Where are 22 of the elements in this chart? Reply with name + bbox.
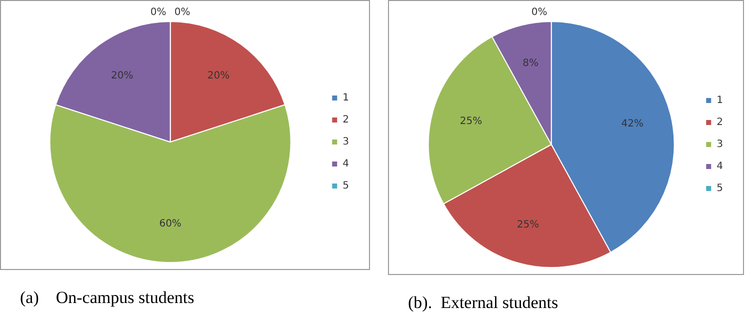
data-label: 8%: [522, 58, 538, 70]
text: (b). External students: [408, 293, 558, 313]
text: (a) On-campus students: [20, 288, 194, 308]
legend-label: 3: [716, 139, 724, 150]
text: 0%: [531, 7, 548, 18]
legend-label: 1: [716, 95, 724, 106]
legend-label: 5: [716, 183, 724, 194]
legend-label: 3: [342, 136, 350, 148]
data-label: 20%: [207, 70, 230, 82]
data-label: 20%: [111, 70, 134, 82]
data-label: 25%: [460, 116, 482, 127]
text: 0%: [150, 7, 166, 18]
legend-label: 1: [342, 92, 350, 104]
legend-label: 4: [716, 161, 724, 172]
legend-label: 2: [342, 114, 350, 126]
data-label: 42%: [621, 118, 644, 130]
data-label: 25%: [516, 219, 540, 230]
data-label: 60%: [159, 218, 182, 230]
legend-label: 4: [342, 158, 350, 170]
legend-label: 2: [716, 117, 724, 128]
text: 0%: [174, 7, 190, 18]
legend-label: 5: [342, 180, 350, 192]
